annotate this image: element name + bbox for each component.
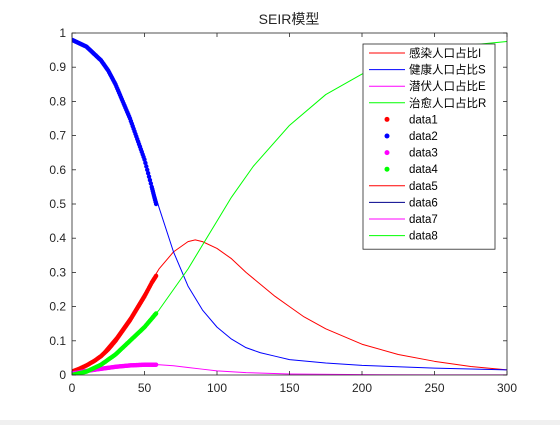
legend-marker (385, 134, 390, 139)
legend-marker (385, 117, 390, 122)
legend: 感染人口占比I 健康人口占比S 潜伏人口占比E 治愈人口占比R data1 data2 da… (363, 44, 495, 249)
x-tick-label: 50 (138, 381, 152, 395)
legend-label: data8 (409, 231, 438, 243)
y-tick-label: 0.2 (49, 300, 66, 314)
series-6-marker (154, 202, 158, 206)
y-tick-label: 0.8 (49, 94, 66, 108)
legend-label: data3 (409, 148, 438, 160)
y-tick-label: 0 (59, 368, 66, 382)
y-tick-label: 0.6 (49, 163, 66, 177)
legend-marker (385, 167, 390, 172)
legend-label: data2 (409, 131, 438, 143)
x-tick-label: 300 (497, 381, 517, 395)
y-tick-label: 0.1 (49, 334, 66, 348)
series-8-marker (154, 311, 158, 315)
legend-label: data5 (409, 181, 438, 193)
legend-label: 治愈人口占比R (409, 96, 486, 110)
legend-label: 潜伏人口占比E (409, 79, 486, 93)
x-tick-label: 200 (352, 381, 372, 395)
y-tick-label: 0.9 (49, 60, 66, 74)
legend-label: data4 (409, 164, 438, 176)
y-tick-label: 1 (59, 26, 66, 40)
x-tick-label: 0 (69, 381, 76, 395)
legend-label: 健康人口占比S (409, 63, 486, 77)
chart-title: SEIR模型 (259, 11, 320, 27)
series-7-marker (154, 363, 158, 367)
legend-marker (385, 150, 390, 155)
legend-label: data6 (409, 197, 438, 209)
x-tick-label: 100 (207, 381, 227, 395)
legend-label: data1 (409, 114, 438, 126)
y-tick-label: 0.3 (49, 265, 66, 279)
y-tick-label: 0.7 (49, 129, 66, 143)
x-tick-label: 250 (424, 381, 444, 395)
y-tick-label: 0.5 (49, 197, 66, 211)
legend-label: data7 (409, 214, 438, 226)
series-5-marker (154, 274, 158, 278)
x-tick-label: 150 (279, 381, 299, 395)
legend-label: 感染人口占比I (409, 46, 481, 60)
y-tick-label: 0.4 (49, 231, 66, 245)
